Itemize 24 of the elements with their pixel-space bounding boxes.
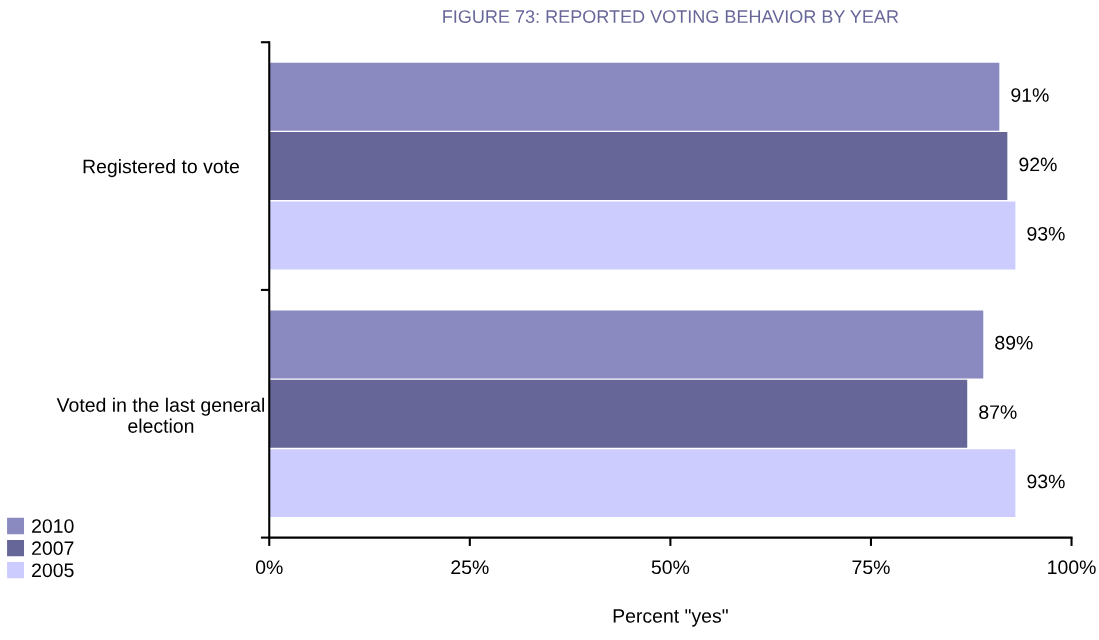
bar: [269, 201, 1016, 270]
data-label: 91%: [1011, 88, 1049, 102]
x-axis-title: Percent "yes": [613, 609, 728, 627]
data-label: 89%: [995, 335, 1033, 350]
chart-title: FIGURE 73: REPORTED VOTING BEHAVIOR BY YEAR: [443, 10, 899, 23]
data-label: 87%: [979, 405, 1017, 419]
data-label: 93%: [1027, 474, 1065, 489]
y-tick-label: Voted in the last general election: [56, 397, 264, 433]
data-label: 93%: [1027, 226, 1065, 241]
x-tick-label: 25%: [451, 560, 489, 575]
x-tick-label: 0%: [255, 560, 283, 575]
bar: [269, 62, 1000, 131]
bar: [269, 132, 1008, 201]
x-tick-label: 75%: [852, 560, 890, 575]
legend-label: 2007: [32, 541, 74, 556]
x-tick-label: 50%: [651, 560, 690, 575]
legend-label: 2010: [32, 519, 74, 533]
bar: [269, 379, 968, 448]
x-tick-label: 100%: [1048, 560, 1096, 575]
bar: [269, 449, 1016, 518]
y-tick-label: Registered to vote: [83, 159, 239, 178]
legend-label: 2005: [32, 563, 74, 578]
data-label: 92%: [1019, 157, 1057, 172]
bar: [269, 310, 984, 379]
